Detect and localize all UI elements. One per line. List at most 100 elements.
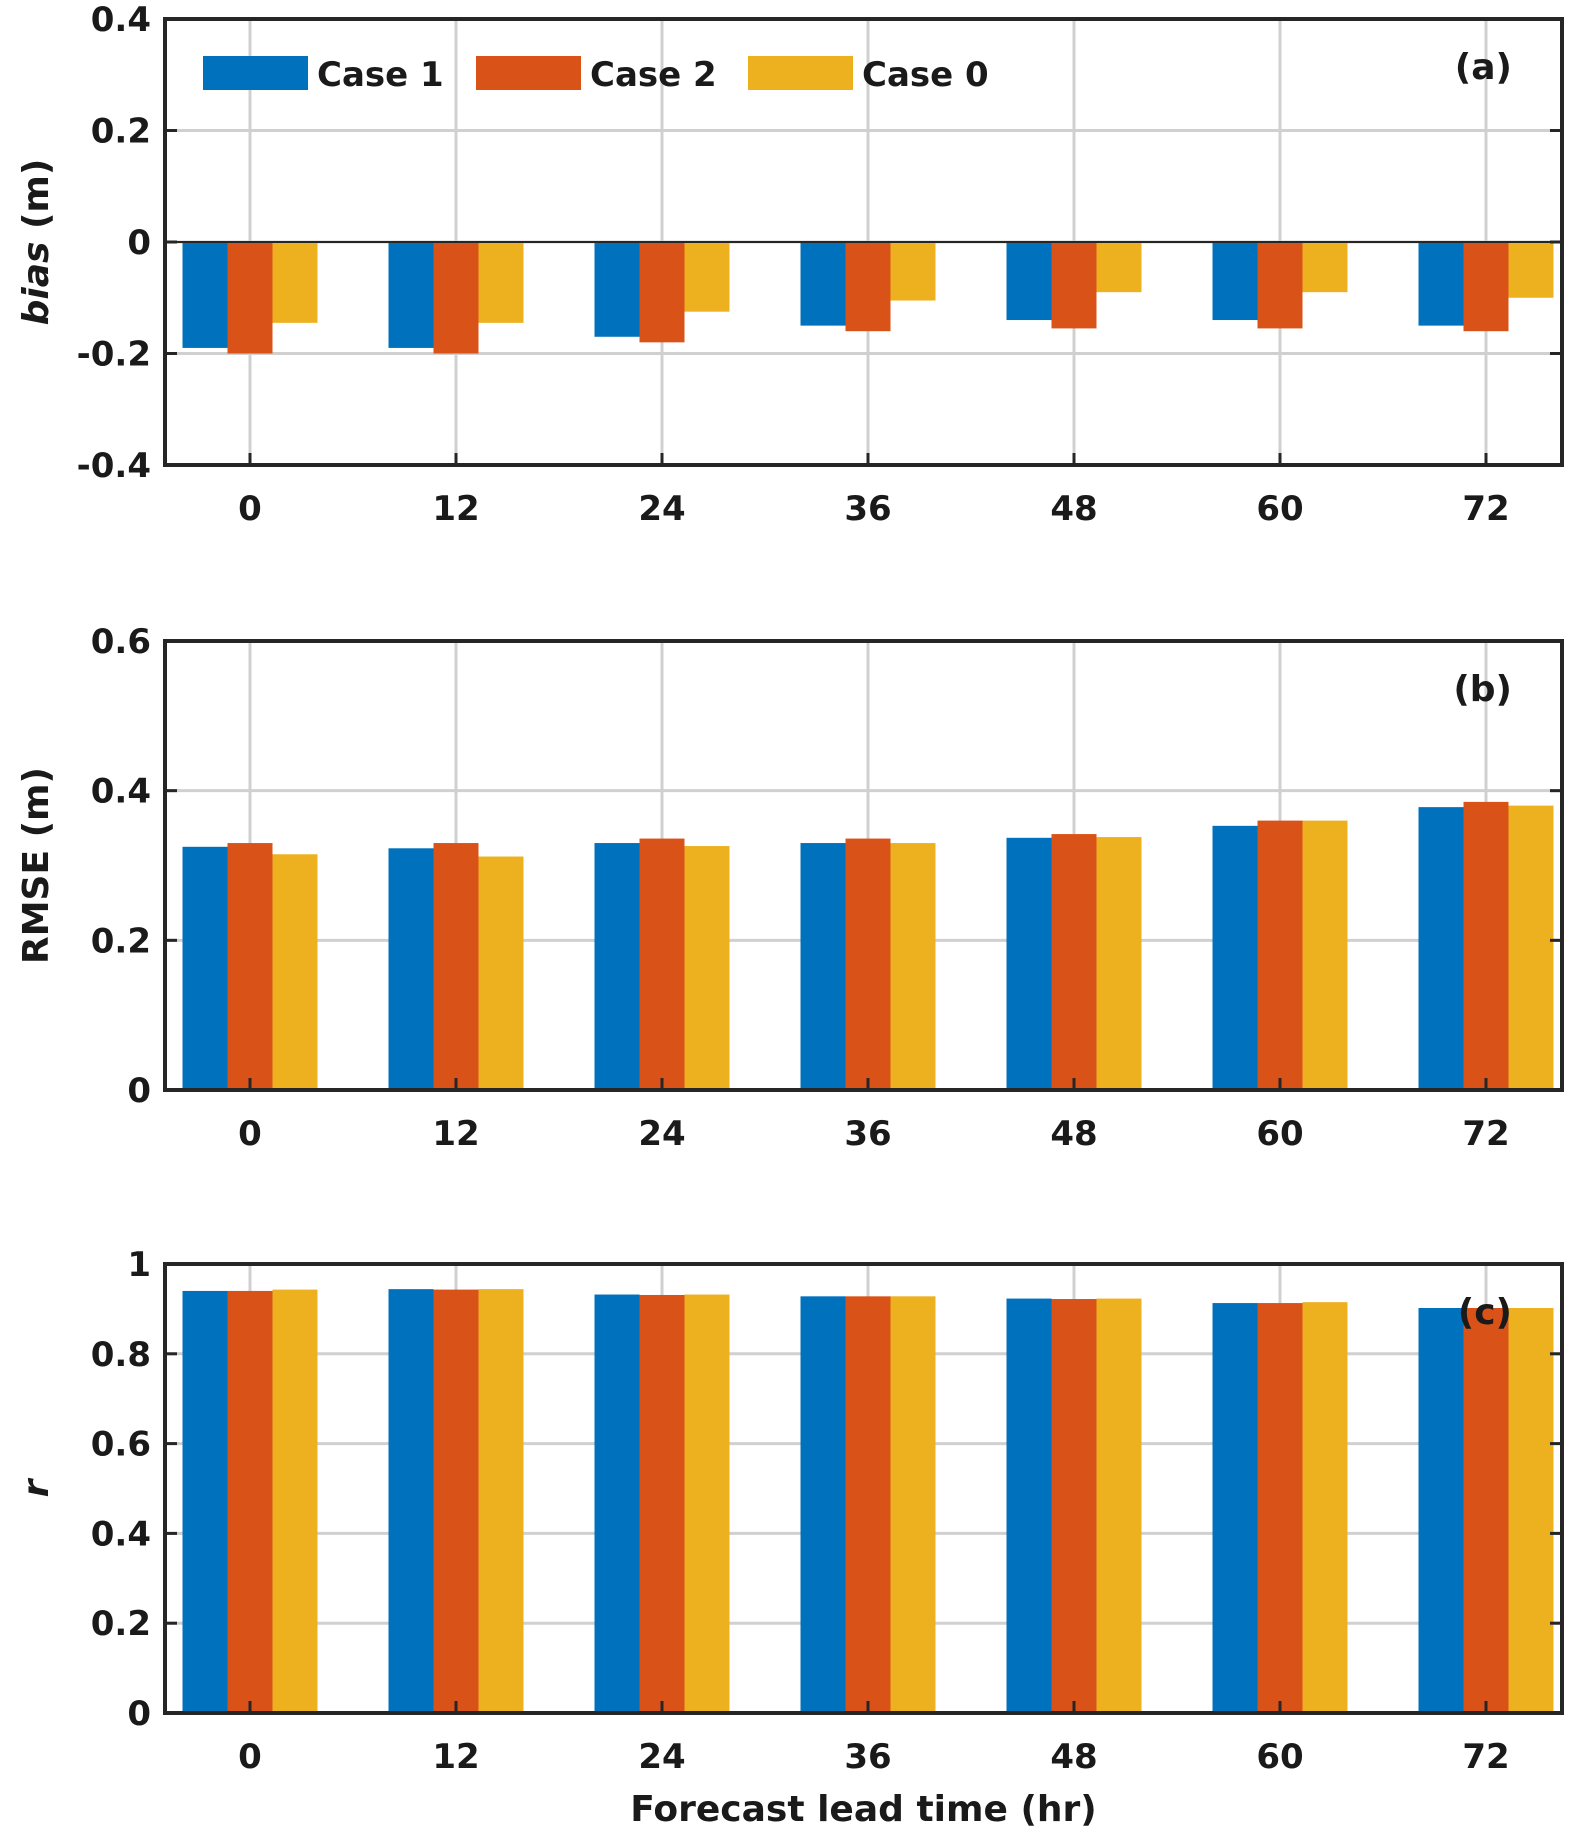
bar-case-1-60 <box>1212 825 1258 1090</box>
panel-label: (a) <box>1455 47 1512 88</box>
bar-case-0-72 <box>1508 242 1554 298</box>
bar-case-1-72 <box>1418 807 1464 1090</box>
y-axis-title-italic: r <box>16 1477 57 1497</box>
bar-case-0-72 <box>1508 1308 1554 1713</box>
bar-case-2-60 <box>1257 242 1303 329</box>
y-tick-label: 0 <box>127 1694 151 1734</box>
bar-case-2-12 <box>433 1289 479 1713</box>
bar-case-2-60 <box>1257 1303 1303 1713</box>
panel-b: 0 0.2 0.4 0.6 0 12 24 36 48 60 72 RMSE (m) (b) <box>16 622 1564 1154</box>
bar-case-1-48 <box>1006 1298 1052 1713</box>
x-tick-label: 48 <box>1050 1737 1097 1777</box>
panel-label: (b) <box>1453 669 1512 710</box>
y-tick-label: 0 <box>127 1071 151 1111</box>
bar-case-1-0 <box>182 1290 228 1713</box>
bar-case-1-12 <box>388 1289 434 1713</box>
bar-case-2-48 <box>1051 242 1097 329</box>
bar-case-0-48 <box>1096 242 1142 293</box>
bar-case-0-12 <box>478 1289 524 1713</box>
bar-case-0-48 <box>1096 1298 1142 1713</box>
x-tick-label: 60 <box>1256 489 1303 529</box>
x-tick-label: 0 <box>238 489 262 529</box>
panel-c: 0 0.2 0.4 0.6 0.8 1 0 12 24 36 48 60 72 r (c) Forecast … <box>16 1245 1564 1830</box>
bar-case-1-12 <box>388 848 434 1090</box>
y-tick-label: -0.2 <box>77 335 151 375</box>
legend-swatch <box>476 56 581 90</box>
bar-case-0-60 <box>1302 242 1348 293</box>
bar-case-2-36 <box>845 838 891 1090</box>
bar-case-0-60 <box>1302 820 1348 1090</box>
x-tick-label: 60 <box>1256 1737 1303 1777</box>
x-tick-label: 72 <box>1462 1114 1509 1154</box>
y-axis-title: bias (m) <box>16 159 57 326</box>
x-tick-label: 0 <box>238 1114 262 1154</box>
panel-a: -0.4 -0.2 0 0.2 0.4 0 12 24 36 48 60 72 bias (m) (a) C… <box>16 0 1564 529</box>
x-tick-label: 24 <box>638 1114 685 1154</box>
y-tick-label: 1 <box>127 1245 151 1285</box>
x-tick-label: 72 <box>1462 1737 1509 1777</box>
bar-case-0-0 <box>272 1289 318 1713</box>
x-tick-label: 60 <box>1256 1114 1303 1154</box>
y-tick-label: 0.4 <box>91 772 151 812</box>
bar-case-1-36 <box>800 1296 846 1713</box>
y-tick-label: 0.4 <box>91 0 151 40</box>
axes-frame <box>163 1262 1564 1715</box>
bar-case-2-72 <box>1463 242 1509 332</box>
panel-label: (c) <box>1458 1292 1512 1333</box>
bar-case-1-0 <box>182 846 228 1090</box>
legend-label: Case 2 <box>590 55 717 95</box>
axes-frame <box>163 639 1564 1092</box>
bar-case-0-36 <box>890 843 936 1090</box>
x-tick-label: 12 <box>432 1114 479 1154</box>
y-axis-title: RMSE (m) <box>16 767 57 964</box>
bar-case-2-24 <box>639 838 685 1090</box>
y-axis-title: r <box>16 1477 57 1497</box>
bar-case-0-0 <box>272 242 318 323</box>
bar-case-1-60 <box>1212 1303 1258 1713</box>
y-tick-label: 0.6 <box>91 622 151 662</box>
bar-case-1-60 <box>1212 242 1258 321</box>
x-axis-title: Forecast lead time (hr) <box>630 1789 1097 1830</box>
x-tick-label: 0 <box>238 1737 262 1777</box>
bar-case-0-60 <box>1302 1302 1348 1713</box>
y-tick-label: -0.4 <box>77 446 151 486</box>
bar-case-0-12 <box>478 856 524 1090</box>
bar-case-1-48 <box>1006 837 1052 1090</box>
bar-case-2-72 <box>1463 1308 1509 1713</box>
legend-label: Case 0 <box>862 55 989 95</box>
bar-case-2-36 <box>845 1296 891 1713</box>
bar-case-1-12 <box>388 242 434 348</box>
bar-case-0-24 <box>684 242 730 312</box>
bar-case-2-0 <box>227 1290 273 1713</box>
y-tick-label: 0.2 <box>91 1604 151 1644</box>
y-tick-label: 0.8 <box>91 1335 151 1375</box>
y-tick-label: 0.4 <box>91 1514 151 1554</box>
y-tick-label: 0 <box>127 223 151 263</box>
bar-case-2-48 <box>1051 834 1097 1090</box>
bar-case-1-36 <box>800 843 846 1090</box>
legend-swatch <box>203 56 308 90</box>
x-tick-label: 24 <box>638 489 685 529</box>
bar-case-0-36 <box>890 1296 936 1713</box>
x-tick-label: 48 <box>1050 489 1097 529</box>
bar-case-2-36 <box>845 242 891 332</box>
bar-case-1-72 <box>1418 242 1464 326</box>
legend-label: Case 1 <box>317 55 444 95</box>
bar-case-0-36 <box>890 242 936 301</box>
legend-swatch <box>748 56 853 90</box>
x-tick-label: 12 <box>432 489 479 529</box>
x-tick-label: 24 <box>638 1737 685 1777</box>
x-tick-label: 36 <box>844 1737 891 1777</box>
bar-case-2-48 <box>1051 1299 1097 1713</box>
bar-case-1-24 <box>594 242 640 337</box>
bar-case-2-24 <box>639 1294 685 1713</box>
bar-case-1-0 <box>182 242 228 348</box>
bar-case-0-72 <box>1508 805 1554 1090</box>
x-tick-label: 36 <box>844 489 891 529</box>
bar-case-2-12 <box>433 242 479 354</box>
bar-case-2-60 <box>1257 820 1303 1090</box>
x-tick-label: 12 <box>432 1737 479 1777</box>
y-tick-label: 0.2 <box>91 921 151 961</box>
y-axis-title-unit: (m) <box>16 159 57 242</box>
